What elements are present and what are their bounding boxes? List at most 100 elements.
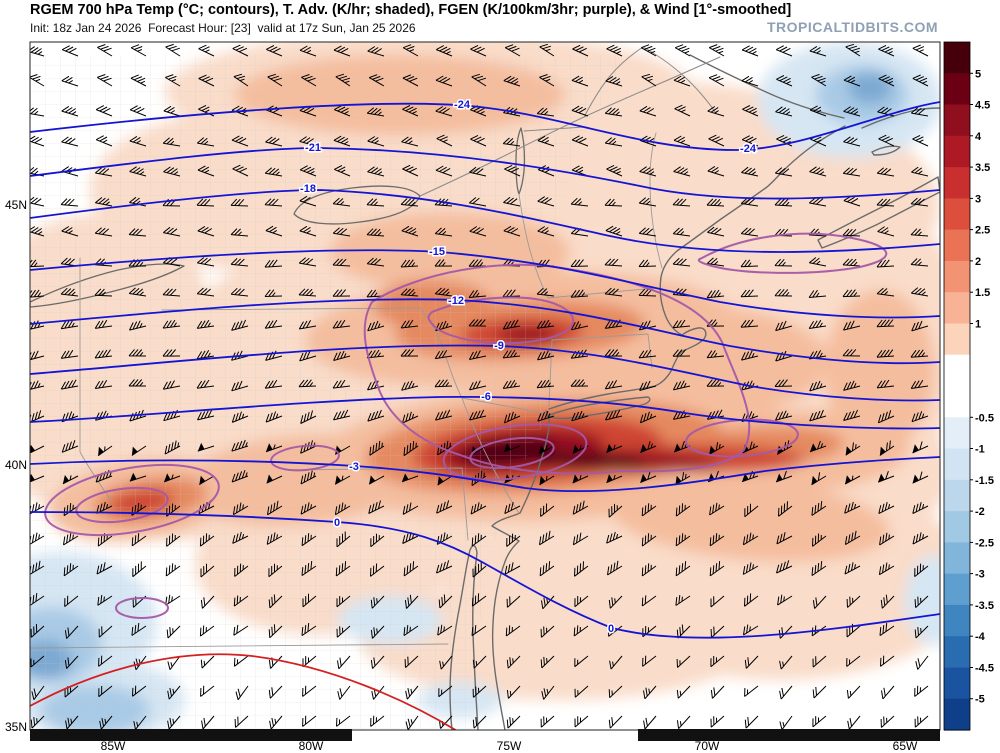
wind-barb	[811, 500, 827, 516]
wind-barb	[131, 622, 147, 636]
wind-barb	[63, 563, 79, 577]
fgen-contour	[697, 232, 887, 274]
wind-barb	[638, 197, 657, 207]
wind-barb	[570, 349, 589, 359]
wind-barb	[638, 288, 657, 297]
wind-barb	[366, 107, 385, 117]
wind-barb	[98, 655, 113, 667]
wind-barb	[95, 470, 113, 483]
wind-barb	[435, 409, 453, 421]
wind-barb	[401, 475, 419, 483]
wind-barb	[60, 257, 79, 267]
wind-barb	[706, 198, 725, 207]
wind-barb	[436, 500, 453, 514]
wind-barb	[643, 685, 657, 700]
colorbar-tick-label: -1.5	[975, 475, 994, 487]
wind-barb	[879, 532, 895, 546]
wind-barb	[502, 319, 521, 330]
wind-barb	[844, 530, 861, 546]
wind-barb	[94, 379, 113, 389]
colorbar-segment	[944, 604, 970, 637]
wind-barb	[673, 166, 691, 177]
wind-barb	[60, 320, 79, 330]
wind-barb	[402, 502, 419, 515]
wind-barb	[537, 226, 555, 237]
wind-barb	[506, 595, 521, 608]
wind-barb	[167, 685, 181, 700]
wind-barb	[809, 45, 827, 57]
colorbar-tick-label: 3.5	[975, 162, 990, 174]
wind-barb	[809, 409, 827, 422]
wind-barb	[61, 75, 79, 87]
wind-barb	[30, 226, 45, 237]
wind-barb	[468, 197, 487, 207]
wind-barb	[505, 625, 521, 637]
wind-barb-pennant	[606, 443, 613, 453]
wind-barb	[298, 379, 317, 388]
wind-barb	[167, 655, 181, 670]
wind-barb	[30, 475, 45, 483]
wind-barb	[775, 45, 793, 57]
wind-barb	[469, 166, 487, 177]
wind-barb	[198, 44, 215, 57]
wind-barb	[405, 715, 419, 730]
wind-barb	[811, 561, 827, 577]
wind-barb	[264, 198, 283, 207]
lon-label: 80W	[299, 739, 324, 753]
temp-contour	[30, 344, 940, 402]
wind-barb	[403, 625, 419, 637]
wind-barb	[878, 74, 895, 87]
temp-contour	[30, 249, 940, 319]
wind-barb	[774, 288, 793, 297]
wind-barb	[468, 259, 487, 267]
wind-barb	[232, 502, 249, 516]
wind-barb	[604, 107, 623, 117]
wind-barb	[401, 225, 419, 237]
wind-barb	[915, 655, 929, 670]
wind-barb	[63, 532, 79, 546]
wind-barb	[539, 43, 555, 57]
wind-barb	[128, 379, 146, 387]
wind-barb	[808, 197, 827, 207]
wind-barb	[129, 166, 147, 177]
wind-barb	[230, 198, 249, 207]
wind-barb	[333, 135, 351, 147]
wind-barb	[910, 349, 929, 358]
wind-barb	[880, 655, 895, 667]
wind-barb	[640, 471, 657, 483]
wind-barb	[130, 44, 147, 57]
wind-barb-pennant	[98, 446, 104, 456]
wind-barb	[30, 135, 45, 147]
colorbar-segment	[944, 479, 970, 512]
wind-barb	[809, 105, 827, 117]
wind-barb	[336, 715, 351, 727]
lon-label: 70W	[695, 739, 720, 753]
wind-barb	[196, 257, 215, 267]
wind-barb	[366, 228, 385, 237]
wind-barb	[842, 289, 861, 298]
wind-barb	[911, 411, 929, 423]
wind-barb	[197, 409, 215, 421]
colorbar-tick-label: 5	[975, 68, 981, 80]
wind-barb	[608, 715, 623, 729]
wind-barb-pennant	[539, 445, 546, 454]
wind-barb	[95, 135, 113, 147]
wind-barb	[471, 445, 487, 456]
wind-barb	[672, 257, 691, 267]
wind-barb	[502, 137, 521, 147]
wind-barb	[368, 74, 385, 87]
wind-barb-pennant	[878, 473, 885, 483]
wind-barb	[608, 595, 623, 609]
wind-barb	[30, 74, 45, 87]
colorbar-segment	[944, 73, 970, 106]
wind-barb	[439, 655, 453, 670]
wind-barb	[201, 715, 215, 730]
wind-barb	[64, 595, 79, 607]
wind-barb	[639, 135, 657, 147]
contour-label: 0	[608, 623, 614, 635]
wind-barb	[503, 411, 521, 424]
wind-barb	[370, 563, 385, 577]
wind-barb	[676, 685, 691, 699]
wind-barb	[436, 560, 453, 574]
wind-barb	[741, 45, 759, 57]
